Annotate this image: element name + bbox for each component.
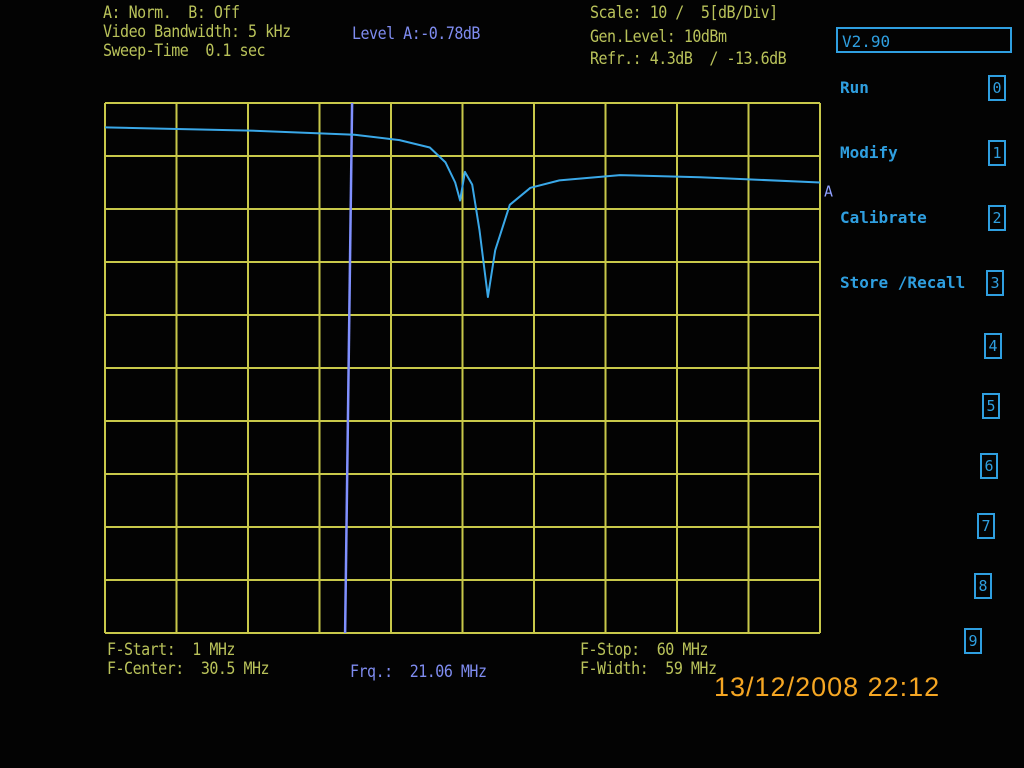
trace-a [104, 126, 821, 298]
f-start: F-Start: 1 MHz [107, 638, 235, 660]
softkey-5[interactable]: 5 [982, 393, 1000, 419]
frequency-marker-line [343, 102, 354, 634]
gen-level: Gen.Level: 10dBm [590, 25, 727, 47]
f-width: F-Width: 59 MHz [580, 657, 717, 679]
version-box: V2.90 [836, 27, 1012, 53]
timestamp: 13/12/2008 22:12 [714, 672, 941, 702]
softkey-4[interactable]: 4 [984, 333, 1002, 359]
menu-item-modify[interactable]: Modify [840, 143, 898, 162]
video-bandwidth: Video Bandwidth: 5 kHz [103, 20, 291, 42]
f-stop: F-Stop: 60 MHz [580, 638, 708, 660]
softkey-7[interactable]: 7 [977, 513, 995, 539]
scale: Scale: 10 / 5[dB/Div] [590, 1, 778, 23]
menu-item-store-recall[interactable]: Store /Recall [840, 273, 966, 292]
softkey-3[interactable]: 3 [986, 270, 1004, 296]
sweep-time: Sweep-Time 0.1 sec [103, 39, 266, 61]
level-marker-readout: Level A:-0.78dB [352, 22, 480, 44]
softkey-6[interactable]: 6 [980, 453, 998, 479]
trace-label: A [824, 183, 833, 201]
trace-mode: A: Norm. B: Off [103, 1, 240, 23]
softkey-2[interactable]: 2 [988, 205, 1006, 231]
softkey-9[interactable]: 9 [964, 628, 982, 654]
marker-frequency: Frq.: 21.06 MHz [350, 660, 487, 682]
softkey-1[interactable]: 1 [988, 140, 1006, 166]
menu-item-run[interactable]: Run [840, 78, 869, 97]
softkey-0[interactable]: 0 [988, 75, 1006, 101]
reference-level: Refr.: 4.3dB / -13.6dB [590, 47, 787, 69]
menu-item-calibrate[interactable]: Calibrate [840, 208, 927, 227]
softkey-8[interactable]: 8 [974, 573, 992, 599]
f-center: F-Center: 30.5 MHz [107, 657, 270, 679]
